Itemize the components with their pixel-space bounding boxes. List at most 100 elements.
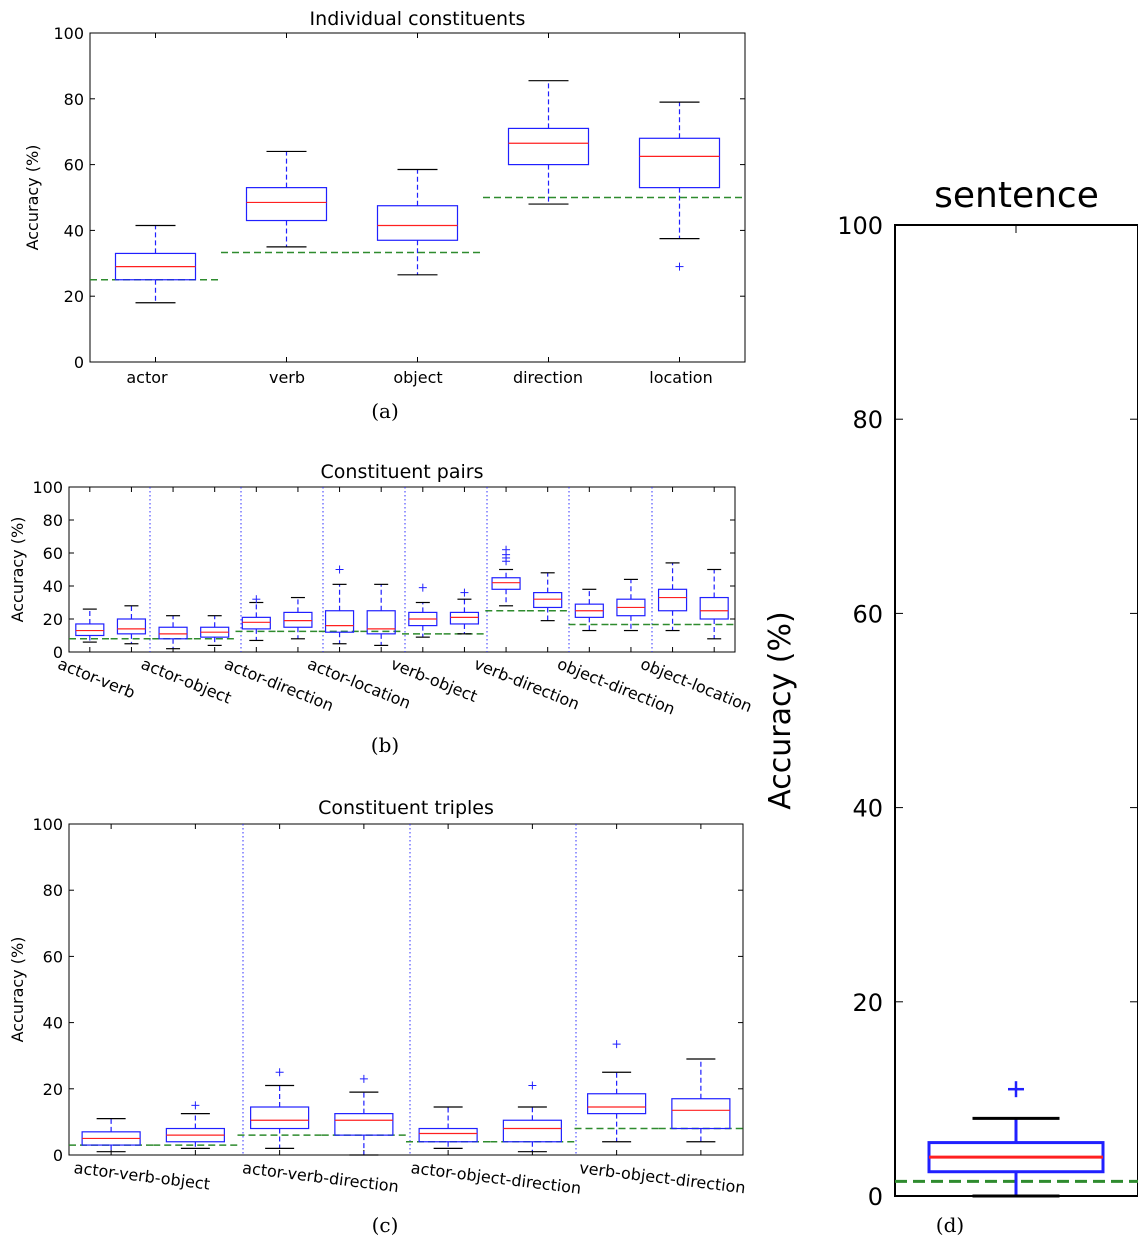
outlier-marker xyxy=(252,595,261,604)
outlier-marker xyxy=(335,565,344,574)
box-7 xyxy=(366,583,396,647)
chart-title: Constituent triples xyxy=(318,797,494,819)
box-iqr xyxy=(241,616,271,630)
x-category-label: actor-verb xyxy=(55,654,138,702)
box-1 xyxy=(245,150,328,248)
box-15 xyxy=(699,568,729,640)
y-tick-label: 100 xyxy=(837,212,883,240)
box-iqr xyxy=(158,626,188,640)
box-iqr xyxy=(376,205,459,241)
box-2 xyxy=(250,1068,310,1149)
y-tick-label: 80 xyxy=(852,406,883,434)
box-13 xyxy=(616,578,646,632)
chart-panel-c: 0 20 40 60 80 100 Constituent triples Accuracy … xyxy=(8,797,747,1237)
chart-panel-b: 0 20 40 60 80 100 Constituent pairs Accuracy (%… xyxy=(8,461,755,757)
box-iqr xyxy=(638,137,721,189)
outlier-marker xyxy=(528,1081,537,1090)
box-iqr xyxy=(366,610,396,635)
box-2 xyxy=(158,615,188,650)
plot-frame xyxy=(894,224,1138,1197)
box-0 xyxy=(75,608,105,643)
box-6 xyxy=(587,1040,647,1143)
box-5 xyxy=(502,1081,562,1153)
panel-caption: (a) xyxy=(371,399,399,423)
y-tick-label: 20 xyxy=(43,1080,63,1099)
y-tick-label: 100 xyxy=(53,24,84,43)
outlier-marker xyxy=(612,1040,621,1049)
panel-caption: (d) xyxy=(936,1213,964,1237)
outlier-marker xyxy=(460,588,469,597)
y-tick-label: 40 xyxy=(43,577,63,596)
y-tick-label: 80 xyxy=(64,90,84,109)
box-iqr xyxy=(250,1106,310,1130)
chart-title: Constituent pairs xyxy=(321,461,484,483)
plot-frame xyxy=(68,823,744,1156)
box-3 xyxy=(334,1074,394,1156)
y-tick-label: 80 xyxy=(43,511,63,530)
y-tick-label: 20 xyxy=(64,287,84,306)
box-1 xyxy=(165,1101,225,1149)
y-tick-label: 20 xyxy=(852,989,883,1017)
box-2 xyxy=(376,168,459,276)
y-tick-label: 40 xyxy=(64,221,84,240)
y-axis-label: Accuracy (%) xyxy=(23,145,42,251)
y-tick-label: 60 xyxy=(852,600,883,628)
box-iqr xyxy=(671,1098,731,1130)
outlier-marker xyxy=(502,545,511,554)
outlier-marker xyxy=(675,262,684,271)
box-iqr xyxy=(587,1093,647,1115)
x-category-label: actor-verb-direction xyxy=(241,1158,400,1196)
x-category-label: direction xyxy=(513,368,583,387)
outlier-marker xyxy=(1008,1081,1024,1098)
y-tick-label: 100 xyxy=(32,815,63,834)
y-tick-label: 100 xyxy=(32,478,63,497)
y-tick-label: 0 xyxy=(53,643,63,662)
outlier-marker xyxy=(359,1074,368,1083)
box-iqr xyxy=(507,127,590,166)
y-tick-label: 60 xyxy=(43,544,63,563)
box-iqr xyxy=(502,1119,562,1143)
y-tick-label: 40 xyxy=(852,795,883,823)
x-category-label: verb xyxy=(269,368,305,387)
box-iqr xyxy=(245,187,328,222)
outlier-marker xyxy=(275,1068,284,1077)
box-11 xyxy=(533,572,563,622)
outlier-marker xyxy=(418,583,427,592)
y-tick-label: 20 xyxy=(43,610,63,629)
box-1 xyxy=(116,605,147,645)
box-iqr xyxy=(75,623,105,637)
box-4 xyxy=(418,1106,478,1149)
box-iqr xyxy=(116,618,147,635)
x-category-label: verb-object-direction xyxy=(578,1158,746,1197)
box-14 xyxy=(657,562,688,632)
box-0 xyxy=(927,1081,1105,1198)
panel-caption: (b) xyxy=(371,733,399,757)
box-3 xyxy=(507,80,590,205)
box-iqr xyxy=(418,1127,478,1143)
chart-title: sentence xyxy=(934,175,1099,216)
x-category-label: actor-object xyxy=(138,654,234,707)
plot-frame xyxy=(68,486,736,653)
box-iqr xyxy=(533,591,563,609)
y-tick-label: 60 xyxy=(64,156,84,175)
x-category-label: actor-object-direction xyxy=(410,1158,583,1198)
box-9 xyxy=(449,588,480,635)
y-axis-label: Accuracy (%) xyxy=(8,517,27,623)
box-iqr xyxy=(657,588,688,612)
box-iqr xyxy=(491,577,521,590)
box-3 xyxy=(200,615,230,647)
box-0 xyxy=(81,1117,141,1153)
x-category-label: actor xyxy=(126,368,168,387)
panel-caption: (c) xyxy=(372,1213,399,1237)
y-tick-label: 0 xyxy=(74,353,84,372)
chart-title: Individual constituents xyxy=(310,8,526,30)
box-iqr xyxy=(449,611,480,625)
y-tick-label: 60 xyxy=(43,947,63,966)
box-iqr xyxy=(334,1113,394,1136)
y-tick-label: 40 xyxy=(43,1014,63,1033)
y-tick-label: 0 xyxy=(53,1146,63,1165)
box-iqr xyxy=(283,611,313,628)
outlier-marker xyxy=(191,1101,200,1110)
box-7 xyxy=(671,1058,731,1143)
